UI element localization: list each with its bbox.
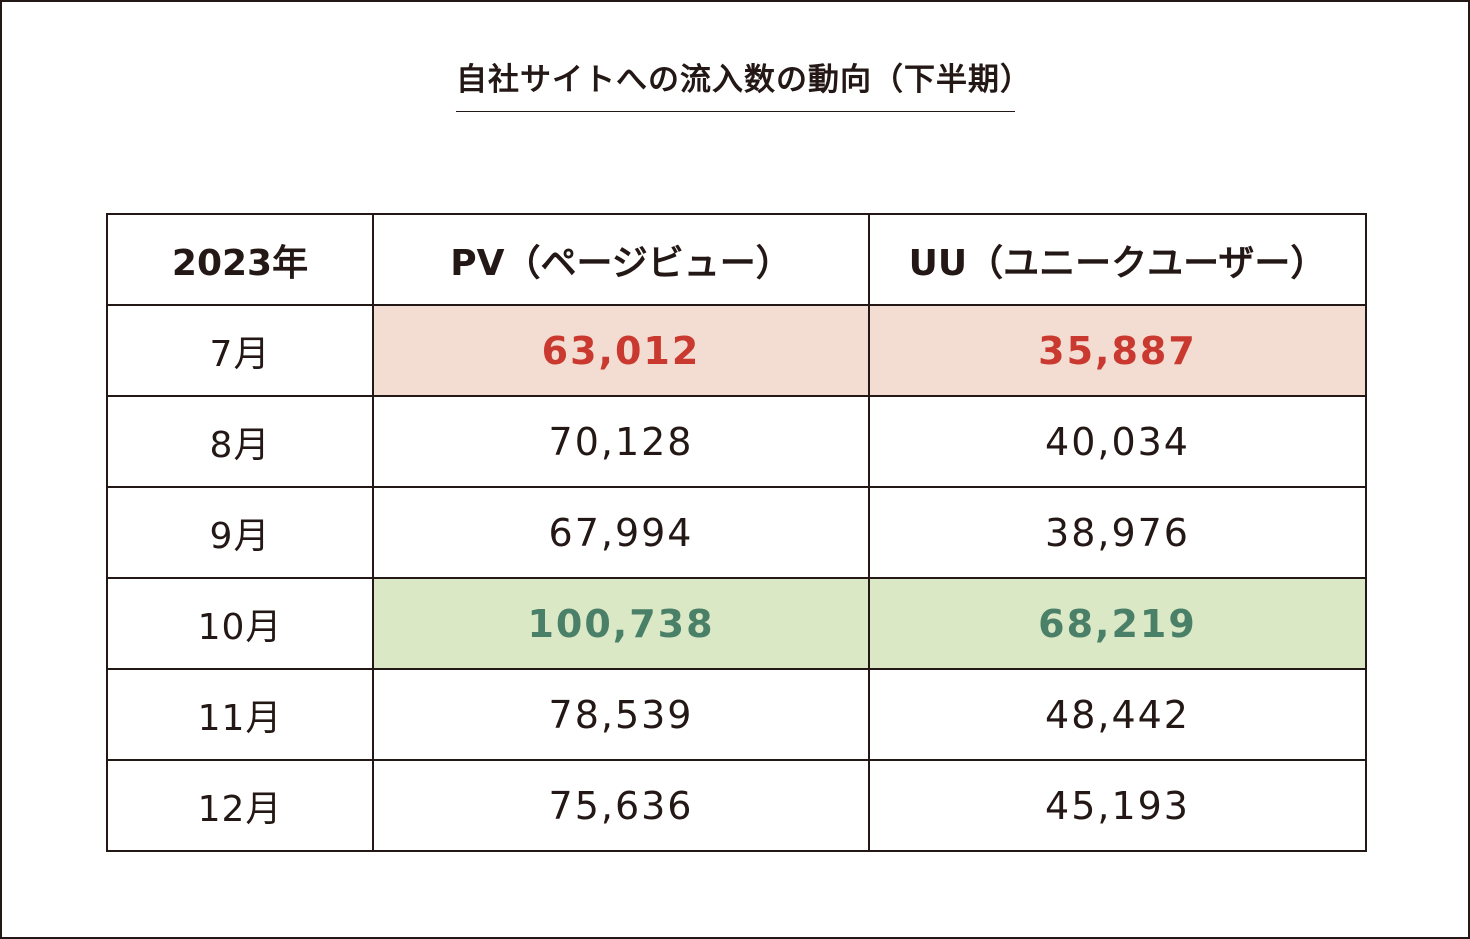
month-cell: 7月 xyxy=(106,304,374,397)
table-row: 8月 70,128 40,034 xyxy=(106,395,1367,488)
document-title: 自社サイトへの流入数の動向（下半期） xyxy=(456,62,1032,98)
header-uu: UU（ユニークユーザー） xyxy=(868,213,1367,306)
pv-cell: 67,994 xyxy=(372,486,870,579)
pv-cell: 78,539 xyxy=(372,668,870,761)
month-cell: 10月 xyxy=(106,577,374,670)
month-cell: 8月 xyxy=(106,395,374,488)
table-row: 9月 67,994 38,976 xyxy=(106,486,1367,579)
pv-cell: 63,012 xyxy=(372,304,870,397)
table-row: 11月 78,539 48,442 xyxy=(106,668,1367,761)
title-underline: 自社サイトへの流入数の動向（下半期） xyxy=(456,58,1031,112)
uu-cell: 45,193 xyxy=(868,759,1367,852)
pv-cell: 100,738 xyxy=(372,577,870,670)
uu-cell: 38,976 xyxy=(868,486,1367,579)
header-pv: PV（ページビュー） xyxy=(372,213,870,306)
uu-cell: 48,442 xyxy=(868,668,1367,761)
pv-cell: 70,128 xyxy=(372,395,870,488)
month-cell: 9月 xyxy=(106,486,374,579)
table-row: 7月 63,012 35,887 xyxy=(106,304,1367,397)
uu-cell: 40,034 xyxy=(868,395,1367,488)
uu-cell: 68,219 xyxy=(868,577,1367,670)
month-cell: 11月 xyxy=(106,668,374,761)
table-header-row: 2023年 PV（ページビュー） UU（ユニークユーザー） xyxy=(106,213,1367,306)
header-year: 2023年 xyxy=(106,213,374,306)
table-row: 12月 75,636 45,193 xyxy=(106,759,1367,852)
pv-cell: 75,636 xyxy=(372,759,870,852)
traffic-table: 2023年 PV（ページビュー） UU（ユニークユーザー） 7月 63,012 … xyxy=(106,213,1367,852)
month-cell: 12月 xyxy=(106,759,374,852)
uu-cell: 35,887 xyxy=(868,304,1367,397)
table-row: 10月 100,738 68,219 xyxy=(106,577,1367,670)
